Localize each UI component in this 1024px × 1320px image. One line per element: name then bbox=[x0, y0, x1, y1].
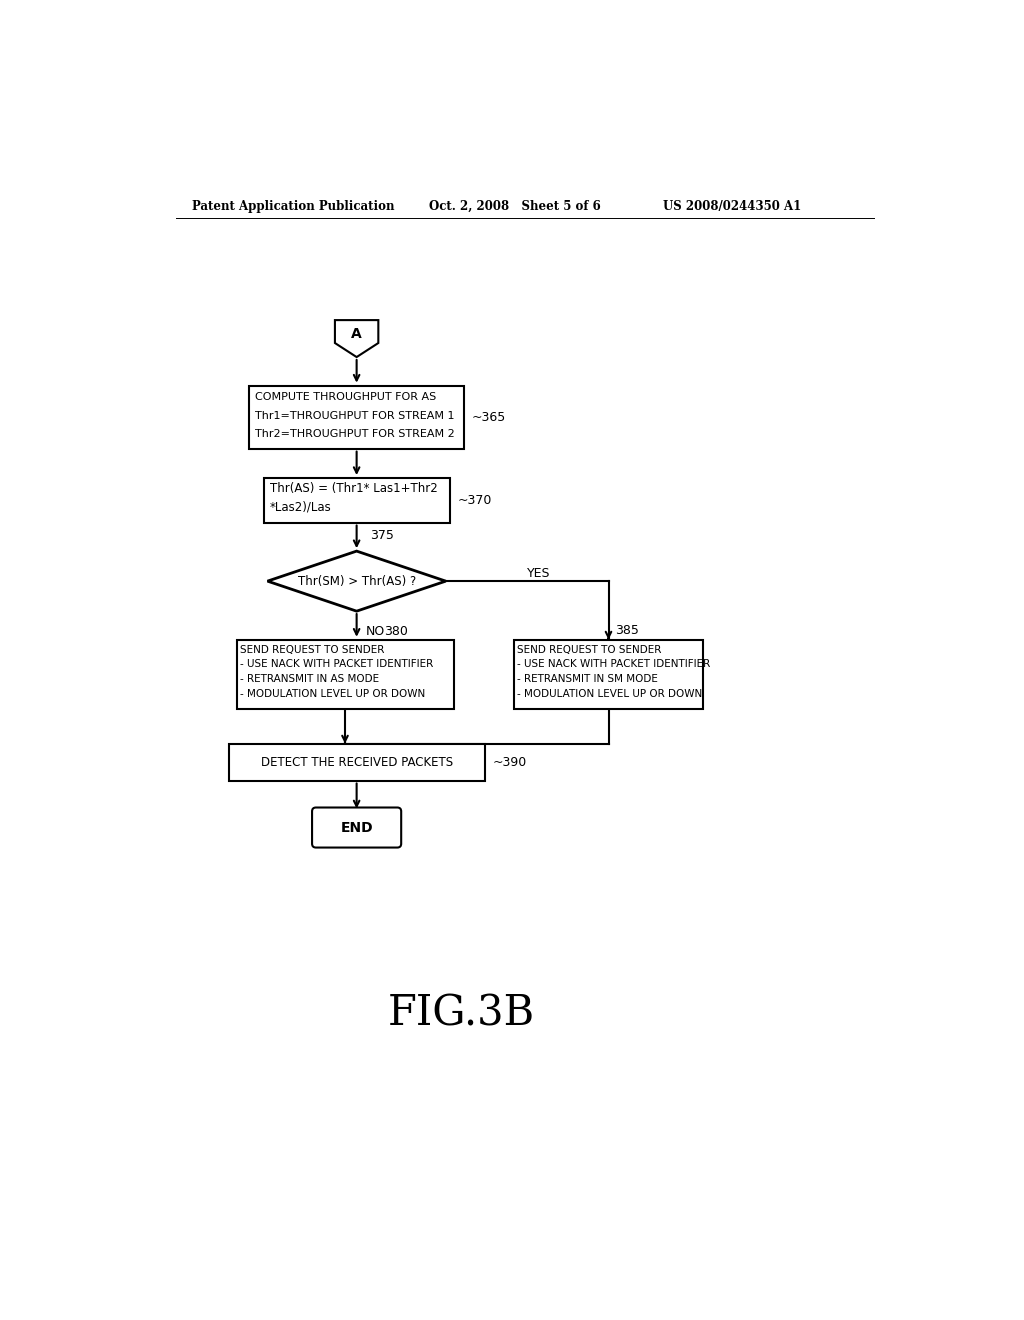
Text: Thr2=THROUGHPUT FOR STREAM 2: Thr2=THROUGHPUT FOR STREAM 2 bbox=[255, 429, 455, 440]
Text: NO: NO bbox=[366, 626, 385, 639]
Polygon shape bbox=[335, 321, 378, 358]
Text: FIG.3B: FIG.3B bbox=[388, 993, 535, 1034]
Text: 375: 375 bbox=[371, 529, 394, 543]
Text: END: END bbox=[340, 821, 373, 834]
Text: 380: 380 bbox=[384, 626, 408, 639]
Text: YES: YES bbox=[527, 566, 551, 579]
Text: - MODULATION LEVEL UP OR DOWN: - MODULATION LEVEL UP OR DOWN bbox=[517, 689, 702, 698]
Text: - USE NACK WITH PACKET IDENTIFIER: - USE NACK WITH PACKET IDENTIFIER bbox=[517, 659, 711, 669]
Text: - RETRANSMIT IN SM MODE: - RETRANSMIT IN SM MODE bbox=[517, 675, 658, 684]
Text: ~370: ~370 bbox=[458, 494, 492, 507]
Text: - RETRANSMIT IN AS MODE: - RETRANSMIT IN AS MODE bbox=[241, 675, 380, 684]
Text: ~390: ~390 bbox=[493, 755, 526, 768]
FancyBboxPatch shape bbox=[312, 808, 401, 847]
FancyBboxPatch shape bbox=[514, 640, 703, 709]
Text: DETECT THE RECEIVED PACKETS: DETECT THE RECEIVED PACKETS bbox=[260, 755, 453, 768]
FancyBboxPatch shape bbox=[237, 640, 454, 709]
FancyBboxPatch shape bbox=[249, 385, 464, 449]
Text: Thr1=THROUGHPUT FOR STREAM 1: Thr1=THROUGHPUT FOR STREAM 1 bbox=[255, 411, 455, 421]
Text: COMPUTE THROUGHPUT FOR AS: COMPUTE THROUGHPUT FOR AS bbox=[255, 392, 436, 403]
Text: Oct. 2, 2008   Sheet 5 of 6: Oct. 2, 2008 Sheet 5 of 6 bbox=[429, 199, 600, 213]
Text: SEND REQUEST TO SENDER: SEND REQUEST TO SENDER bbox=[241, 644, 385, 655]
Text: - USE NACK WITH PACKET IDENTIFIER: - USE NACK WITH PACKET IDENTIFIER bbox=[241, 659, 433, 669]
Text: SEND REQUEST TO SENDER: SEND REQUEST TO SENDER bbox=[517, 644, 662, 655]
Text: ~365: ~365 bbox=[472, 411, 506, 424]
Text: 385: 385 bbox=[614, 624, 639, 638]
Text: *Las2)/Las: *Las2)/Las bbox=[270, 500, 332, 513]
Text: US 2008/0244350 A1: US 2008/0244350 A1 bbox=[663, 199, 801, 213]
Text: A: A bbox=[351, 327, 362, 341]
Polygon shape bbox=[267, 552, 445, 611]
FancyBboxPatch shape bbox=[228, 743, 484, 780]
Text: Patent Application Publication: Patent Application Publication bbox=[191, 199, 394, 213]
Text: - MODULATION LEVEL UP OR DOWN: - MODULATION LEVEL UP OR DOWN bbox=[241, 689, 426, 698]
Text: Thr(SM) > Thr(AS) ?: Thr(SM) > Thr(AS) ? bbox=[298, 574, 416, 587]
Text: Thr(AS) = (Thr1* Las1+Thr2: Thr(AS) = (Thr1* Las1+Thr2 bbox=[270, 482, 437, 495]
FancyBboxPatch shape bbox=[263, 478, 450, 523]
